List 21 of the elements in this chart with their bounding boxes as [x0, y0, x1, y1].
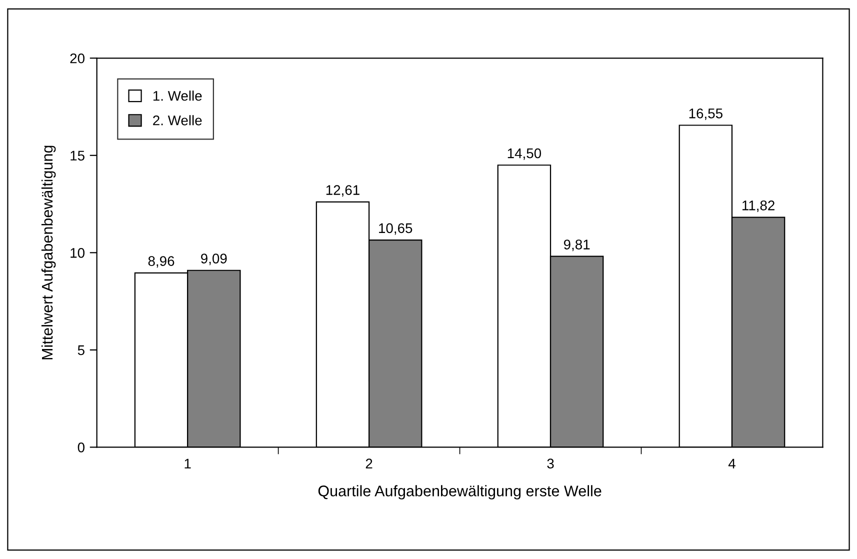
x-tick-label: 3 [547, 458, 554, 469]
x-tick-label: 4 [728, 458, 736, 468]
data-label: 9,09 [201, 254, 227, 266]
data-label: 8,96 [148, 256, 174, 268]
x-tick-label: 2 [366, 458, 372, 468]
y-axis-title: Mittelwert Aufgabenbewältigung [41, 146, 56, 360]
y-tick-label: 15 [70, 150, 84, 161]
data-label: 16,55 [689, 108, 722, 120]
data-label: 14,50 [508, 148, 542, 160]
x-axis-title: Quartile Aufgabenbewältigung erste Welle [318, 485, 602, 500]
x-tick-label: 1 [184, 458, 191, 468]
y-tick-label: 5 [78, 345, 84, 356]
y-tick-label: 20 [70, 53, 84, 64]
y-tick-label: 0 [78, 442, 84, 452]
data-label: 9,81 [564, 240, 590, 252]
y-tick-label: 10 [70, 248, 84, 258]
legend-label: 1. Welle [153, 90, 202, 101]
data-label: 10,65 [379, 223, 412, 235]
data-label: 11,82 [742, 200, 774, 212]
legend-label: 2. Welle [153, 115, 202, 126]
data-label: 12,61 [326, 185, 360, 197]
